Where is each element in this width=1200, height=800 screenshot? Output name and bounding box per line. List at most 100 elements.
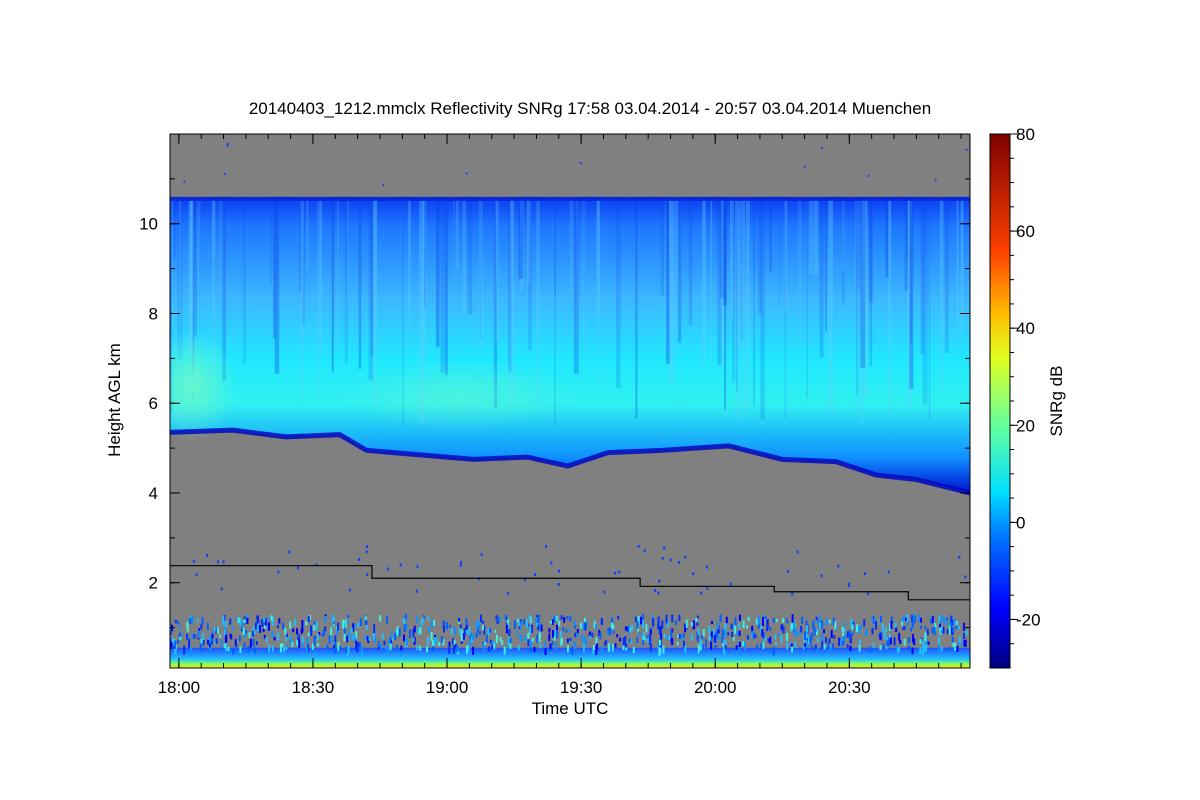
clutter-speck bbox=[505, 646, 508, 655]
reflectivity-core bbox=[340, 359, 581, 430]
clutter-speck bbox=[619, 637, 622, 642]
clutter-speck bbox=[708, 634, 711, 641]
clutter-speck bbox=[531, 637, 534, 642]
clutter-speck bbox=[871, 628, 874, 635]
x-tick-label: 19:00 bbox=[426, 678, 469, 697]
clutter-speck bbox=[427, 637, 430, 646]
clutter-speck bbox=[315, 622, 318, 631]
clutter-speck bbox=[657, 623, 660, 630]
clutter-speck bbox=[645, 624, 648, 633]
clutter-speck bbox=[657, 642, 660, 650]
clutter-speck bbox=[762, 641, 765, 649]
clutter-speck bbox=[355, 640, 358, 650]
clutter-speck bbox=[462, 633, 465, 640]
clutter-speck bbox=[448, 641, 451, 647]
clutter-speck bbox=[678, 634, 681, 639]
clutter-speck bbox=[491, 640, 494, 646]
clutter-speck bbox=[643, 632, 645, 640]
clutter-speck bbox=[567, 645, 569, 653]
clutter-speck bbox=[416, 616, 419, 624]
clutter-speck bbox=[339, 646, 341, 650]
clutter-speck bbox=[354, 623, 357, 627]
x-tick-label: 18:00 bbox=[158, 678, 201, 697]
isolated-echo bbox=[958, 555, 961, 559]
clutter-speck bbox=[458, 628, 461, 635]
fall-streak bbox=[808, 196, 814, 275]
clutter-speck bbox=[893, 637, 896, 646]
clutter-speck bbox=[738, 623, 741, 629]
clutter-speck bbox=[245, 630, 247, 634]
isolated-echo bbox=[465, 172, 468, 175]
clutter-speck bbox=[924, 632, 927, 642]
clutter-speck bbox=[585, 621, 588, 629]
fall-streak bbox=[196, 196, 201, 287]
clutter-speck bbox=[476, 625, 479, 634]
clutter-speck bbox=[389, 643, 392, 648]
clutter-speck bbox=[913, 615, 916, 624]
clutter-speck bbox=[593, 620, 596, 629]
clutter-speck bbox=[812, 620, 815, 630]
clutter-speck bbox=[378, 642, 381, 647]
isolated-echo bbox=[220, 587, 223, 591]
clutter-speck bbox=[734, 617, 737, 626]
clutter-speck bbox=[493, 643, 496, 648]
clutter-speck bbox=[747, 616, 750, 621]
clutter-speck bbox=[396, 645, 398, 650]
clutter-speck bbox=[821, 632, 824, 642]
clutter-speck bbox=[939, 626, 942, 635]
y-tick-label: 8 bbox=[149, 304, 158, 323]
clutter-speck bbox=[208, 640, 211, 648]
clutter-speck bbox=[625, 643, 628, 648]
clutter-speck bbox=[889, 636, 892, 645]
clutter-speck bbox=[518, 621, 521, 627]
clutter-speck bbox=[762, 632, 765, 639]
clutter-speck bbox=[412, 638, 415, 642]
clutter-speck bbox=[930, 618, 932, 624]
clutter-speck bbox=[277, 625, 280, 629]
clutter-speck bbox=[649, 629, 652, 635]
clutter-speck bbox=[263, 634, 266, 639]
fall-streak bbox=[757, 196, 762, 314]
clutter-speck bbox=[285, 646, 287, 651]
clutter-speck bbox=[209, 635, 211, 644]
clutter-speck bbox=[616, 634, 619, 638]
isolated-echo bbox=[226, 144, 229, 147]
colorbar-tick-label: 0 bbox=[1016, 513, 1025, 532]
clutter-speck bbox=[751, 631, 754, 639]
clutter-speck bbox=[544, 647, 547, 656]
clutter-speck bbox=[894, 622, 897, 628]
clutter-speck bbox=[301, 627, 304, 633]
clutter-speck bbox=[560, 637, 563, 647]
clutter-speck bbox=[574, 632, 577, 638]
isolated-echo bbox=[796, 550, 799, 554]
clutter-speck bbox=[514, 620, 516, 629]
clutter-speck bbox=[717, 622, 719, 630]
clutter-speck bbox=[450, 627, 453, 635]
clutter-speck bbox=[347, 630, 350, 638]
clutter-speck bbox=[177, 639, 180, 644]
clutter-speck bbox=[793, 621, 795, 631]
clutter-speck bbox=[224, 634, 227, 643]
isolated-echo bbox=[315, 563, 318, 567]
clutter-speck bbox=[813, 627, 816, 636]
clutter-speck bbox=[467, 644, 470, 652]
clutter-speck bbox=[848, 630, 851, 637]
clutter-speck bbox=[385, 646, 388, 650]
clutter-speck bbox=[239, 646, 242, 653]
clutter-speck bbox=[262, 628, 265, 632]
clutter-speck bbox=[659, 625, 662, 633]
clutter-speck bbox=[253, 631, 256, 635]
clutter-speck bbox=[495, 615, 498, 620]
clutter-speck bbox=[215, 638, 218, 644]
clutter-speck bbox=[838, 637, 841, 646]
clutter-speck bbox=[453, 627, 456, 635]
clutter-speck bbox=[591, 632, 594, 638]
clutter-speck bbox=[622, 645, 625, 651]
clutter-speck bbox=[906, 621, 909, 626]
clutter-speck bbox=[555, 615, 558, 621]
clutter-speck bbox=[480, 614, 482, 623]
fall-streak bbox=[860, 196, 866, 368]
clutter-speck bbox=[955, 625, 958, 630]
clutter-speck bbox=[948, 624, 951, 632]
fall-streak bbox=[731, 196, 736, 382]
